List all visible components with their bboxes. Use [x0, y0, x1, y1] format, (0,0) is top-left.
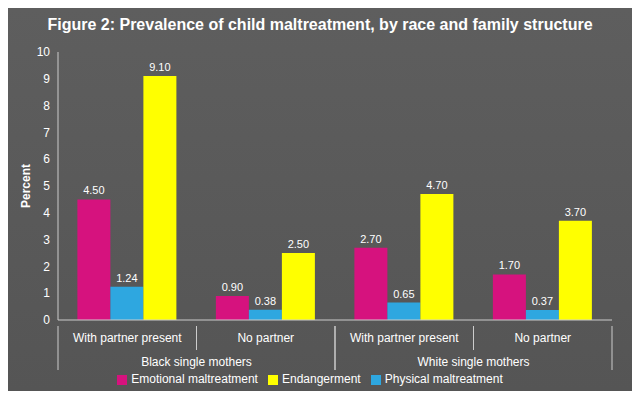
svg-text:7: 7: [43, 126, 50, 140]
svg-text:4: 4: [43, 206, 50, 220]
svg-text:3.70: 3.70: [565, 206, 586, 218]
svg-text:Black single mothers: Black single mothers: [141, 355, 252, 369]
svg-text:2: 2: [43, 260, 50, 274]
html-text:Emotional maltreatment: Emotional maltreatment: [131, 372, 258, 386]
svg-text:0.65: 0.65: [393, 288, 414, 300]
html-text:Physical maltreatment: Physical maltreatment: [384, 372, 503, 386]
svg-text:6: 6: [43, 152, 50, 166]
svg-text:Percent: Percent: [19, 164, 33, 208]
svg-text:With partner present: With partner present: [350, 331, 459, 345]
svg-text:1.24: 1.24: [116, 272, 137, 284]
svg-text:1.70: 1.70: [499, 259, 520, 271]
svg-text:No partner: No partner: [514, 331, 571, 345]
svg-text:2.50: 2.50: [288, 238, 309, 250]
html-text:Figure 2: Prevalence of child: Figure 2: Prevalence of child maltreatme…: [47, 16, 593, 33]
svg-text:4.70: 4.70: [426, 179, 447, 191]
svg-text:4.50: 4.50: [83, 184, 104, 196]
svg-text:3: 3: [43, 233, 50, 247]
svg-text:With partner present: With partner present: [73, 331, 182, 345]
svg-text:9.10: 9.10: [149, 61, 170, 73]
svg-text:10: 10: [37, 45, 51, 59]
svg-text:0.90: 0.90: [222, 281, 243, 293]
svg-text:0.38: 0.38: [255, 295, 276, 307]
svg-text:2.70: 2.70: [360, 233, 381, 245]
svg-text:9: 9: [43, 72, 50, 86]
svg-text:8: 8: [43, 99, 50, 113]
svg-text:0.37: 0.37: [532, 295, 553, 307]
svg-text:1: 1: [43, 286, 50, 300]
svg-text:5: 5: [43, 179, 50, 193]
svg-text:No partner: No partner: [237, 331, 294, 345]
svg-text:White single mothers: White single mothers: [417, 355, 529, 369]
svg-text:0: 0: [43, 313, 50, 327]
html-text:Endangerment: Endangerment: [282, 372, 361, 386]
